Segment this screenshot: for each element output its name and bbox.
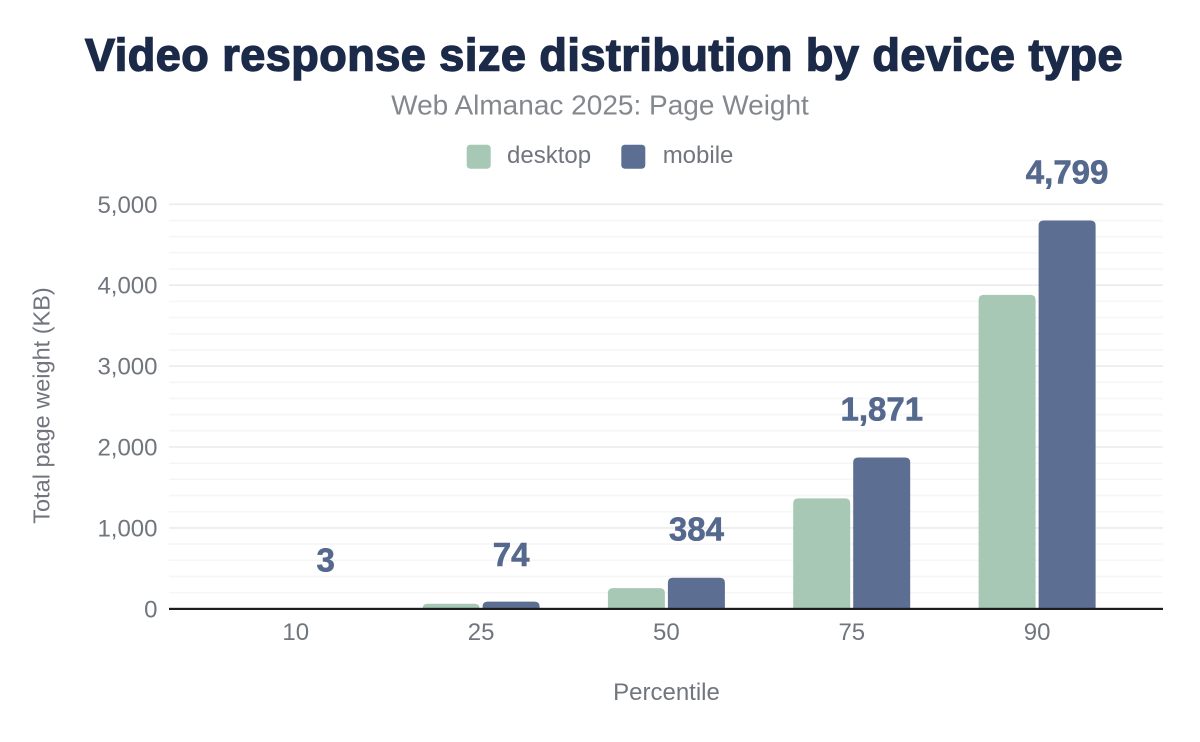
svg-text:Video response size distributi: Video response size distribution by devi… (85, 29, 1123, 80)
svg-text:10: 10 (282, 619, 309, 646)
svg-text:4,799: 4,799 (1026, 154, 1109, 191)
svg-text:1,871: 1,871 (841, 390, 924, 427)
svg-text:25: 25 (468, 619, 495, 646)
svg-text:4,000: 4,000 (97, 273, 157, 300)
svg-text:75: 75 (838, 619, 865, 646)
svg-text:3,000: 3,000 (97, 354, 157, 381)
svg-text:Web Almanac 2025: Page Weight: Web Almanac 2025: Page Weight (391, 90, 809, 121)
svg-text:74: 74 (493, 536, 530, 573)
svg-text:3: 3 (317, 542, 335, 579)
svg-text:50: 50 (653, 619, 680, 646)
svg-text:1,000: 1,000 (97, 515, 157, 542)
svg-text:90: 90 (1024, 619, 1051, 646)
svg-text:0: 0 (144, 596, 157, 623)
svg-text:mobile: mobile (663, 142, 734, 169)
svg-text:384: 384 (669, 511, 725, 548)
svg-text:Percentile: Percentile (613, 679, 720, 706)
svg-text:5,000: 5,000 (97, 192, 157, 219)
svg-text:desktop: desktop (507, 142, 591, 169)
svg-text:Total page weight (KB): Total page weight (KB) (29, 287, 55, 523)
svg-text:2,000: 2,000 (97, 435, 157, 462)
